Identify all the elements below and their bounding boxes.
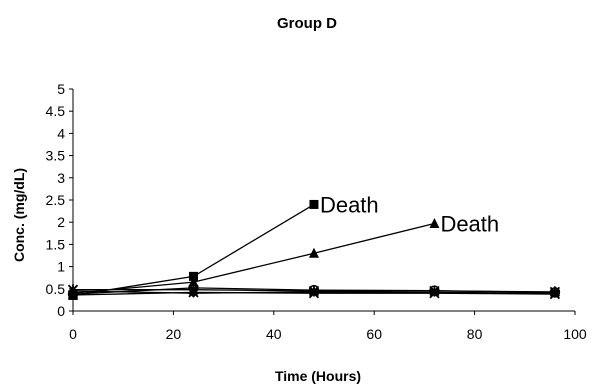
y-tick-label: 0 [57,303,65,319]
axes: 0 0.5 1 1.5 2 2.5 3 3.5 4 4.5 5 0 20 40 60 80 100 [46,81,587,342]
y-tick-label: 2.5 [46,192,66,208]
square-marker [188,271,198,281]
chart-title: Group D [277,15,337,32]
y-tick-label: 1 [57,259,65,275]
y-tick-label: 3.5 [46,148,66,164]
triangle-marker [308,247,319,258]
y-tick-label: 3 [57,170,65,186]
y-tick-label: 0.5 [46,281,66,297]
y-tick-label: 2 [57,214,65,230]
series-layer [67,199,561,301]
star-marker [188,284,199,296]
series-line [72,222,435,294]
x-tick-label: 0 [69,326,77,342]
square-marker [309,199,319,209]
y-tick-label: 5 [57,81,65,97]
x-tick-label: 40 [266,326,282,342]
triangle-marker [429,218,440,229]
series-triangle [68,218,440,298]
series-star [67,284,561,298]
annotation-layer: Death Death [320,192,499,236]
star-marker [308,285,320,297]
x-tick-label: 60 [366,326,382,342]
y-tick-label: 1.5 [46,236,66,252]
star-marker [67,284,79,296]
x-axis-label: Time (Hours) [275,368,361,384]
y-tick-label: 4.5 [46,103,66,119]
x-tick-label: 80 [467,326,483,342]
death-annotation: Death [320,192,379,217]
x-tick-label: 100 [563,326,587,342]
death-annotation: Death [440,212,499,237]
y-tick-label: 4 [57,125,65,141]
star-marker [429,285,440,297]
star-marker [549,286,561,298]
x-tick-label: 20 [166,326,182,342]
y-axis-label: Conc. (mg/dL) [11,168,27,262]
